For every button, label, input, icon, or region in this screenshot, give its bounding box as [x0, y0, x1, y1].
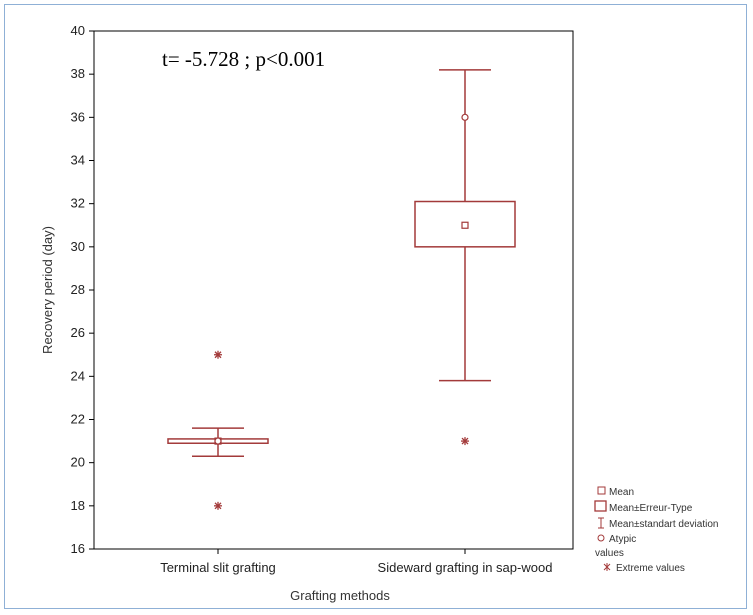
y-tick-label: 34: [71, 153, 85, 168]
legend-item: Mean±standart deviation: [598, 517, 718, 530]
y-tick-label: 32: [71, 196, 85, 211]
atypic-point: [461, 113, 469, 121]
y-tick-label: 18: [71, 498, 85, 513]
x-axis-title: Grafting methods: [290, 588, 390, 603]
y-tick-label: 38: [71, 66, 85, 81]
x-category-label: Sideward grafting in sap-wood: [378, 560, 553, 575]
y-tick-label: 22: [71, 412, 85, 427]
atypic-point: [214, 437, 222, 445]
extreme-point: [214, 350, 222, 359]
y-tick-label: 26: [71, 325, 85, 340]
box-group-2: [414, 69, 516, 446]
legend-se-icon: [594, 500, 607, 512]
legend-label: Mean±Erreur-Type: [609, 503, 693, 514]
y-tick-label: 20: [71, 455, 85, 470]
x-category-label: Terminal slit grafting: [160, 560, 276, 575]
chart-frame: [4, 4, 747, 609]
legend-item: Mean±Erreur-Type: [594, 500, 693, 514]
legend-atypic-icon: [597, 534, 605, 542]
y-axis-title: Recovery period (day): [40, 226, 55, 354]
y-tick-label: 16: [71, 541, 85, 556]
legend-item: Mean: [597, 486, 634, 498]
box-group-1: [167, 350, 269, 510]
extreme-point: [461, 437, 469, 446]
legend-item: Extreme values: [603, 563, 685, 574]
extreme-point: [214, 501, 222, 510]
y-tick-label: 28: [71, 282, 85, 297]
y-tick-label: 36: [71, 109, 85, 124]
t-test-annotation: t= -5.728 ; p<0.001: [162, 47, 325, 71]
legend-label: Mean: [609, 487, 634, 498]
mean-marker: [461, 221, 469, 229]
legend-label: Extreme values: [616, 563, 685, 574]
legend-item: Atypic: [597, 534, 636, 545]
legend-mean-icon: [597, 486, 606, 495]
x-axis: Terminal slit grafting Sideward grafting …: [160, 549, 552, 575]
plot-area: [93, 30, 574, 550]
legend-label: Mean±standart deviation: [609, 519, 718, 530]
legend: Mean Mean±Erreur-Type Mean±standart deviat…: [594, 486, 718, 574]
y-tick-label: 40: [71, 23, 85, 38]
y-tick-label: 24: [71, 368, 85, 383]
box-series: [167, 69, 516, 510]
legend-item: values: [595, 548, 624, 559]
legend-label: Atypic: [609, 534, 636, 545]
legend-label: values: [595, 548, 624, 559]
y-tick-label: 30: [71, 239, 85, 254]
y-axis: 16 18 20 22 24 26 28 30 32 34 36 38 40: [71, 23, 94, 556]
